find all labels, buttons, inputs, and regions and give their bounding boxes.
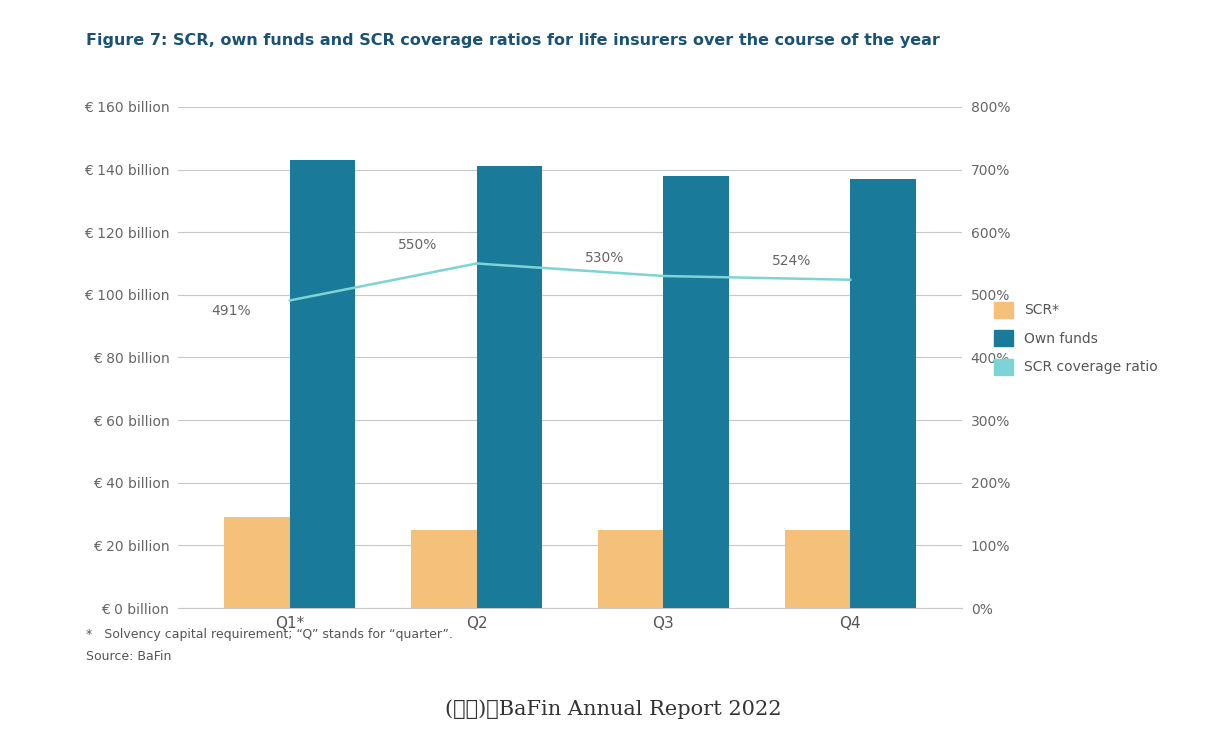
Bar [477,167,542,608]
Legend: SCR*, Own funds, SCR coverage ratio: SCR*, Own funds, SCR coverage ratio [994,301,1159,375]
Bar [224,517,289,608]
Text: Source: BaFin: Source: BaFin [86,649,172,663]
Bar [663,176,729,608]
Text: 524%: 524% [772,254,812,268]
Bar [851,179,916,608]
Text: 530%: 530% [585,251,624,265]
Bar [785,530,851,608]
SCR coverage ratio [282,296,297,305]
Line: SCR coverage ratio: SCR coverage ratio [289,264,851,301]
Text: *   Solvency capital requirement; “Q” stands for “quarter”.: * Solvency capital requirement; “Q” stan… [86,627,452,640]
SCR coverage ratio [843,276,858,284]
SCR coverage ratio [470,259,484,268]
Text: Figure 7: SCR, own funds and SCR coverage ratios for life insurers over the cour: Figure 7: SCR, own funds and SCR coverag… [86,33,939,48]
SCR coverage ratio [656,272,671,281]
Bar [411,530,477,608]
Text: (出典)　BaFin Annual Report 2022: (出典) BaFin Annual Report 2022 [445,699,781,719]
Text: 550%: 550% [398,238,438,252]
Bar [598,530,663,608]
Bar [289,160,356,608]
Text: 491%: 491% [211,304,251,318]
